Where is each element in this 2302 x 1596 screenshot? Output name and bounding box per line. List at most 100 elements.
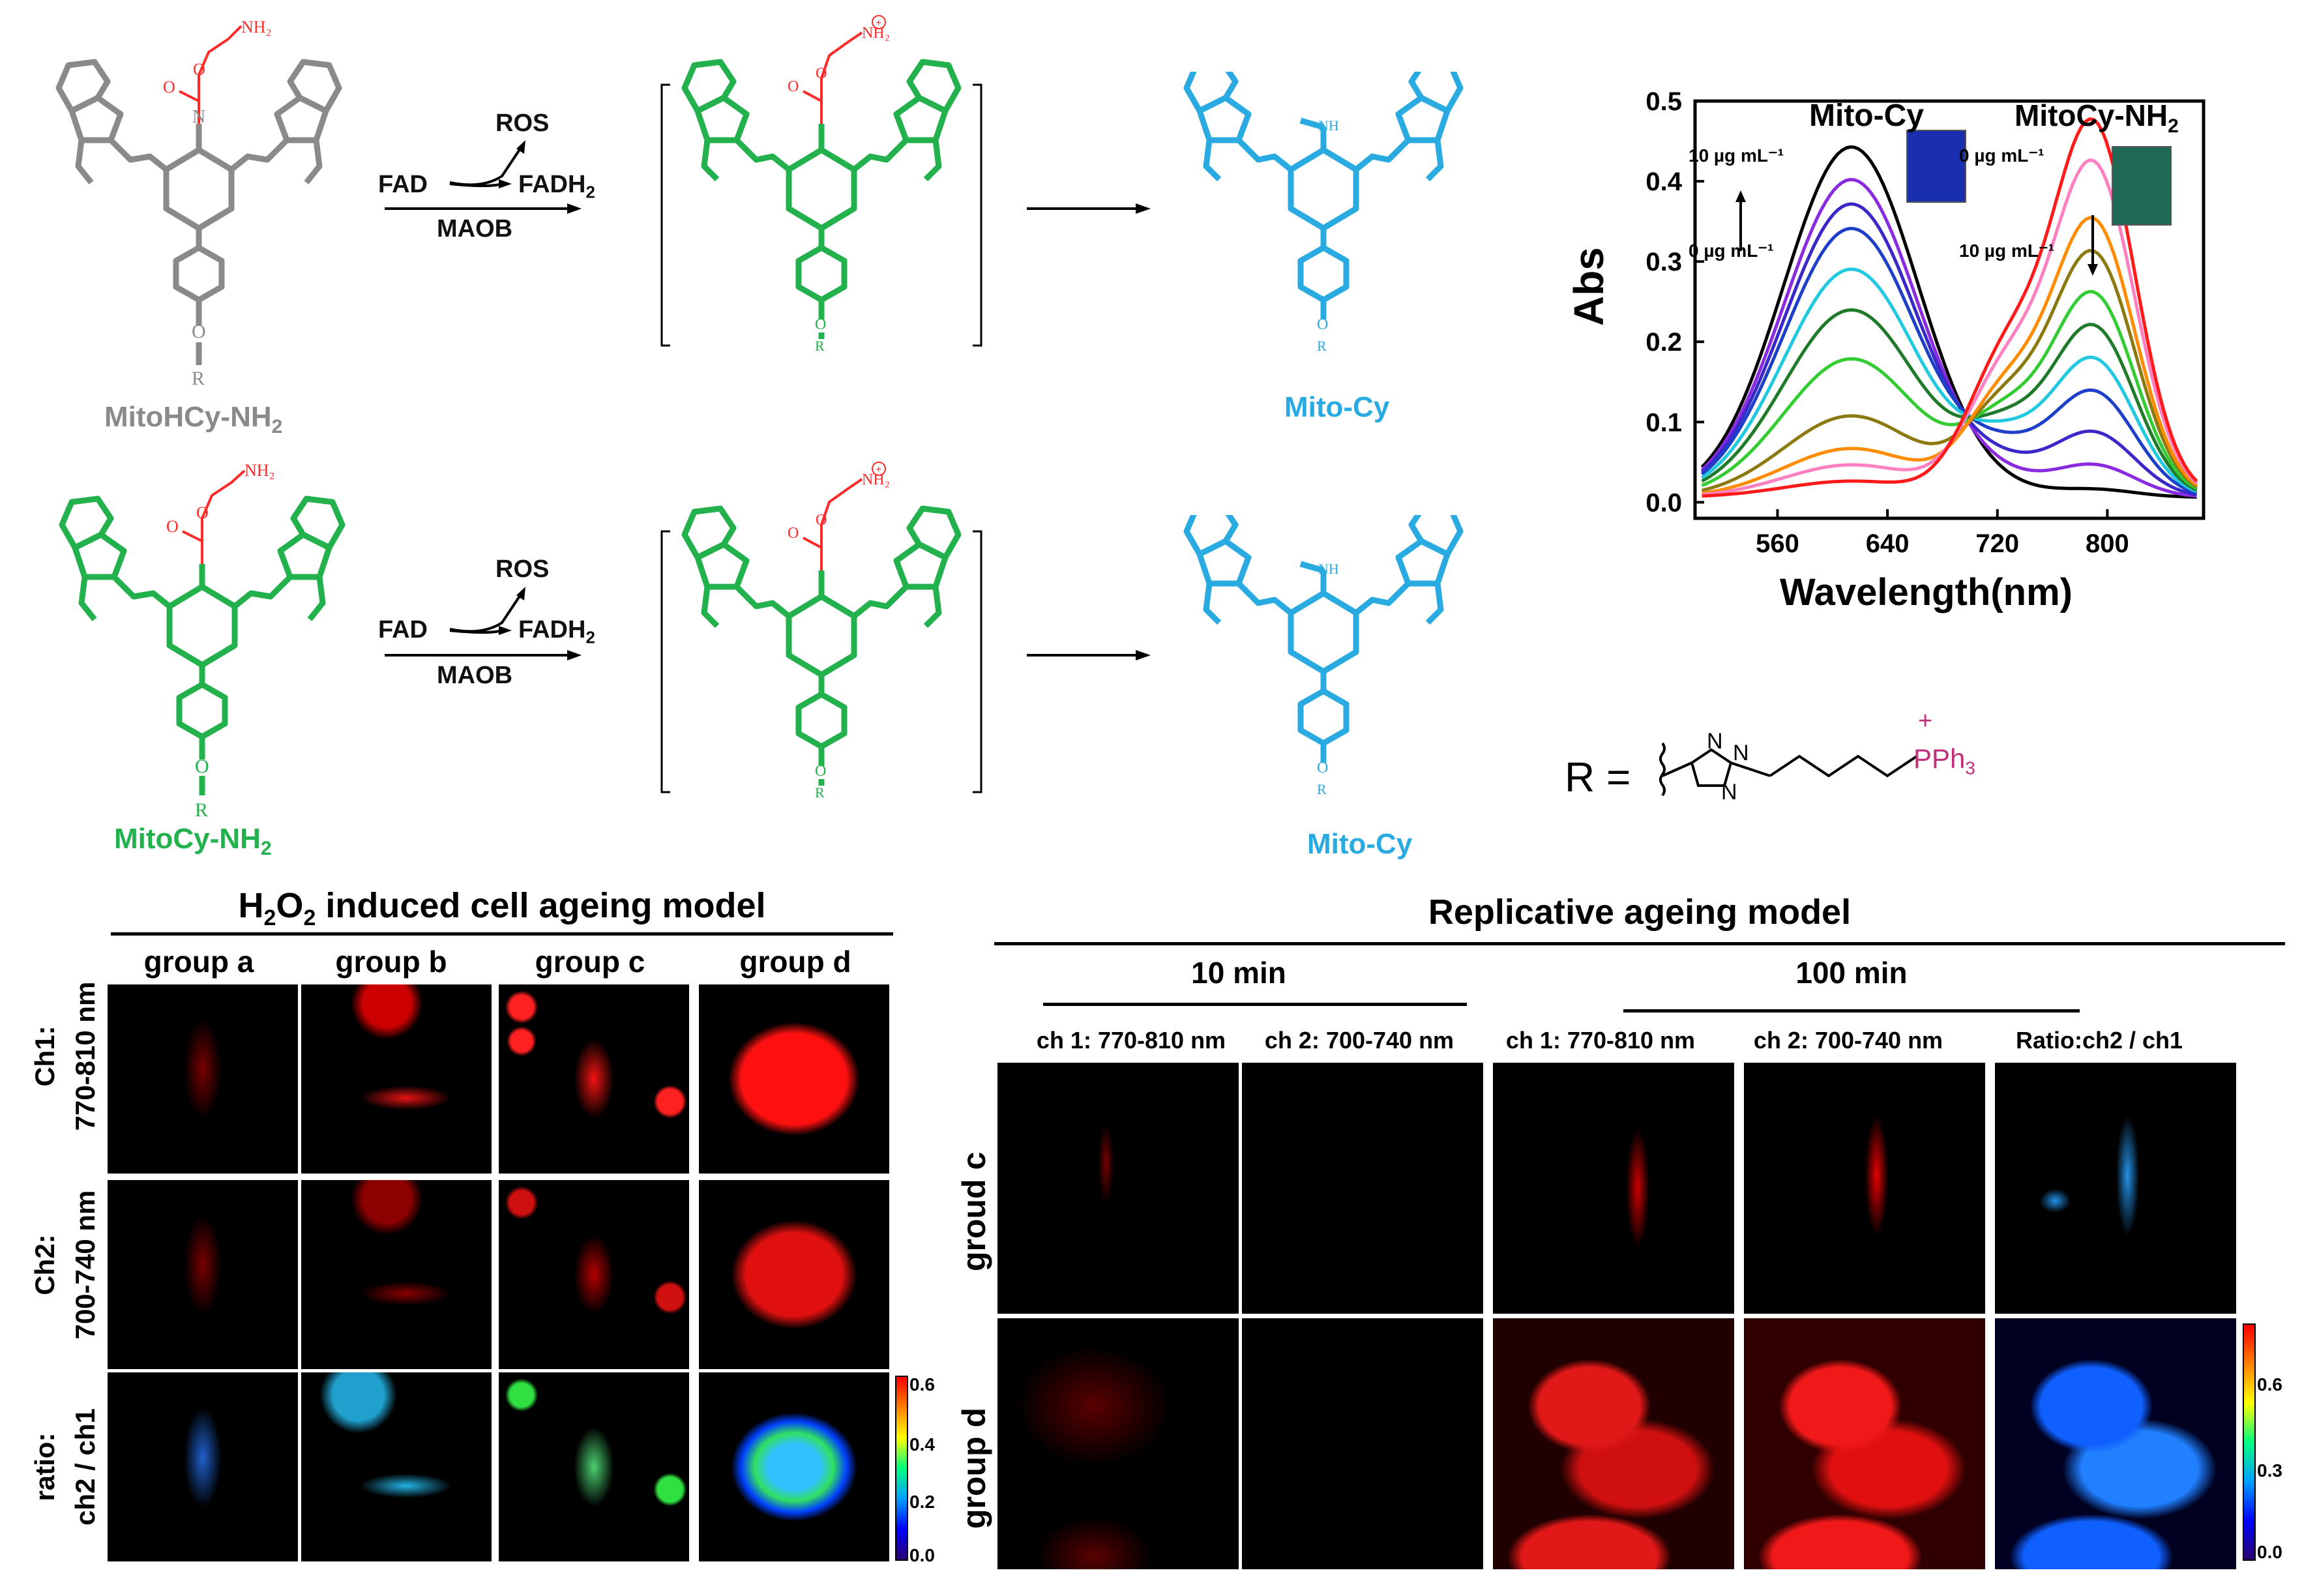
svg-text:O: O — [163, 78, 175, 96]
right-colorbar — [2243, 1323, 2256, 1561]
reactant-structure-gray: O R O O NH₂ N — [55, 18, 342, 389]
svg-text:NH: NH — [1318, 117, 1339, 134]
reaction-arrow-1b — [1027, 203, 1151, 214]
left-image-r2-c3 — [499, 1180, 689, 1369]
right-image-r1-c3 — [1493, 1063, 1734, 1314]
product-name-1: Mito-Cy — [1284, 391, 1390, 423]
plot-frame — [1693, 99, 2206, 520]
svg-text:R: R — [192, 368, 205, 389]
spectrum-series-4 — [1701, 267, 2198, 494]
reaction-arrow-1 — [385, 140, 582, 214]
left-image-r3-c4 — [699, 1372, 889, 1561]
right-title-rule — [994, 942, 2285, 945]
time-10min: 10 min — [1191, 956, 1286, 990]
left-image-r1-c3 — [499, 984, 689, 1174]
ch-header-4: ch 2: 700-740 nm — [1753, 1027, 1943, 1054]
x-tick-label-560: 560 — [1756, 529, 1799, 558]
right-image-r2-c1 — [997, 1318, 1239, 1569]
left-panel-title: H2O2 induced cell ageing model — [238, 886, 766, 930]
r-group-tail: PPh3 — [1913, 743, 1975, 778]
svg-text:R: R — [815, 338, 825, 352]
left-cb-tick-1: 0.4 — [909, 1434, 935, 1455]
chart-ticks-group: 560 640 720 800 0.0 0.1 0.2 0.3 0.4 0.5 — [1645, 87, 2129, 558]
left-image-r1-c1 — [108, 984, 298, 1174]
right-cb-tick-0: 0.6 — [2257, 1374, 2282, 1395]
y-tick-label-0.5: 0.5 — [1645, 87, 1682, 116]
y-tick-label-0.2: 0.2 — [1645, 328, 1682, 357]
spectrum-series-1 — [1700, 177, 2197, 498]
svg-text:O: O — [192, 321, 206, 342]
left-image-r1-c2 — [301, 984, 492, 1174]
chart-xlabel: Wavelength(nm) — [1780, 571, 2073, 613]
reagent-fad-2: FAD — [378, 616, 428, 643]
col-header-group-c: group c — [535, 945, 645, 979]
spectrum-series-7 — [1701, 248, 2198, 492]
svg-text:O: O — [193, 60, 205, 79]
svg-text:O: O — [788, 525, 799, 542]
left-colorbar — [895, 1376, 908, 1561]
row-label-ch2: Ch2: 700-740 nm — [29, 1190, 100, 1340]
left-cb-tick-2: 0.2 — [909, 1492, 935, 1512]
right-image-r2-c3 — [1493, 1318, 1734, 1569]
r-group-plus: + — [1918, 707, 1933, 735]
svg-text:R: R — [1317, 338, 1327, 354]
spectrum-series-2 — [1700, 202, 2197, 497]
svg-text:N: N — [1707, 729, 1723, 754]
reactant-name-2: MitoCy-NH2 — [114, 823, 272, 859]
spectrum-series-0 — [1700, 145, 2197, 499]
left-cb-tick-0: 0.6 — [909, 1374, 935, 1395]
right-cb-tick-1: 0.3 — [2257, 1460, 2282, 1481]
reagent-ros-2: ROS — [495, 555, 550, 583]
enzyme-maob-2: MAOB — [437, 662, 513, 689]
svg-text:N: N — [1721, 780, 1737, 805]
left-image-r2-c2 — [301, 1180, 492, 1369]
reagent-fadh2-1: FADH2 — [518, 171, 595, 202]
time-100min-rule — [1623, 1009, 2080, 1012]
ch-header-3: ch 1: 770-810 nm — [1505, 1027, 1696, 1054]
chart-title-left: Mito-Cy — [1809, 98, 1924, 133]
right-panel-title: Replicative ageing model — [1428, 893, 1852, 932]
row-label-ch1: Ch1: 770-810 nm — [29, 981, 100, 1131]
r-group-structure: N N N — [1659, 729, 1918, 805]
svg-text:O: O — [196, 503, 209, 522]
intermediate-structure-1: O O NH₂ + O R — [660, 15, 982, 352]
chart-title-right: MitoCy-NH2 — [2014, 98, 2179, 138]
right-image-r1-c1 — [997, 1063, 1239, 1314]
right-image-r1-c2 — [1242, 1063, 1483, 1314]
left-title-rule — [111, 932, 893, 936]
ch-header-5: Ratio:ch2 / ch1 — [2015, 1027, 2183, 1054]
x-tick-label-720: 720 — [1975, 529, 2019, 558]
time-10min-rule — [1043, 1003, 1467, 1006]
reagent-fad-1: FAD — [378, 171, 428, 198]
right-image-r2-c4 — [1744, 1318, 1985, 1569]
svg-text:NH₂: NH₂ — [241, 18, 272, 37]
col-header-group-d: group d — [739, 945, 851, 979]
svg-text:N: N — [1733, 741, 1749, 765]
product-name-2: Mito-Cy — [1307, 828, 1413, 860]
y-tick-label-0.3: 0.3 — [1645, 248, 1682, 276]
row-label-ratio: ratio: ch2 / ch1 — [29, 1408, 100, 1526]
annot-right-top: 0 µg mL⁻¹ — [1959, 145, 2044, 166]
reagent-fadh2-2: FADH2 — [518, 616, 595, 647]
svg-text:N: N — [192, 107, 205, 127]
svg-text:O: O — [816, 512, 827, 529]
product-structure-2: O R NH — [1183, 515, 1464, 797]
annot-right-bottom: 10 µg mL⁻¹ — [1959, 241, 2055, 261]
svg-text:O: O — [1317, 760, 1328, 776]
y-tick-label-0: 0.0 — [1645, 488, 1682, 517]
row-label-groud-c: groud c — [956, 1151, 992, 1271]
left-image-r3-c3 — [499, 1372, 689, 1561]
reactant-structure-green: O O NH₂ O R — [59, 461, 346, 821]
spectrum-series-6 — [1701, 289, 2198, 490]
right-image-r1-c4 — [1744, 1063, 1985, 1314]
col-header-group-b: group b — [335, 945, 447, 979]
ch-header-2: ch 2: 700-740 nm — [1264, 1027, 1454, 1054]
annot-left-bottom: 0 µg mL⁻¹ — [1689, 241, 1774, 261]
spectrum-series-5 — [1701, 308, 2198, 492]
spectrum-series-3 — [1700, 226, 2198, 495]
intermediate-structure-2: O O NH₂ + O R — [660, 462, 982, 799]
y-tick-label-0.4: 0.4 — [1645, 168, 1682, 196]
right-image-r2-c5 — [1995, 1318, 2236, 1569]
right-image-r2-c2 — [1242, 1318, 1483, 1569]
cuvette-mito-cy — [1906, 130, 1966, 203]
